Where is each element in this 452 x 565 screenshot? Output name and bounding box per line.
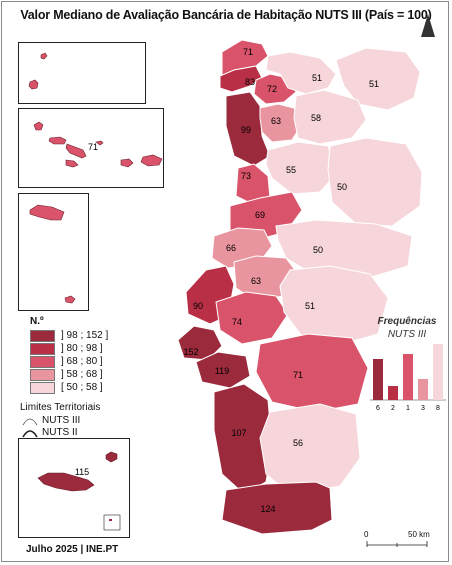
value-label: 71 <box>243 47 253 57</box>
legend-swatch <box>30 368 55 381</box>
value-label: 83 <box>245 77 255 87</box>
value-label: 63 <box>251 276 261 286</box>
frequency-count: 2 <box>391 405 395 412</box>
value-label: 90 <box>193 301 203 311</box>
region-beiras-serra-estrela <box>327 137 423 227</box>
frequency-count: 1 <box>406 405 410 412</box>
value-label: 107 <box>231 428 246 438</box>
value-label: 63 <box>271 116 281 126</box>
mainland-regions <box>177 39 423 535</box>
scale-end: 50 km <box>408 530 430 539</box>
value-label: 69 <box>255 210 265 220</box>
legend-label: ] 58 ; 68 ] <box>61 369 103 380</box>
frequency-bar <box>433 344 443 400</box>
frequency-bar <box>418 379 428 400</box>
frequency-title: Frequências <box>377 316 437 327</box>
azores-islands <box>28 52 163 304</box>
value-label: 152 <box>183 347 198 357</box>
scale-bar <box>366 541 428 547</box>
region-terras-tras-os-montes <box>335 47 421 111</box>
limits-nuts2: NUTS II <box>22 427 78 438</box>
region-leziria-tejo <box>215 291 289 345</box>
inset-azores-west <box>18 42 146 104</box>
map-title: Valor Mediano de Avaliação Bancária de H… <box>20 8 432 22</box>
value-label: 124 <box>260 504 275 514</box>
north-arrow-icon <box>421 14 435 37</box>
legend-class: ] 58 ; 68 ] <box>30 368 103 381</box>
value-label: 99 <box>241 125 251 135</box>
value-label: 50 <box>313 245 323 255</box>
frequency-count: 6 <box>376 405 380 412</box>
region-baixo-alentejo <box>259 403 361 495</box>
limits-nuts3-label: NUTS III <box>42 415 81 426</box>
frequency-subtitle: NUTS III <box>387 329 427 340</box>
legend-label: ] 80 ; 98 ] <box>61 343 103 354</box>
boundary-thick-icon <box>22 430 38 438</box>
value-label: 55 <box>286 165 296 175</box>
value-label: 73 <box>241 171 251 181</box>
region-alto-alentejo <box>279 265 389 345</box>
value-label: 56 <box>293 438 303 448</box>
limits-title: Limites Territoriais <box>20 402 101 413</box>
legend-label: [ 50 ; 58 ] <box>61 382 103 393</box>
value-label: 71 <box>293 370 303 380</box>
legend-class: ] 98 ; 152 ] <box>30 329 108 342</box>
legend-swatch <box>30 381 55 394</box>
value-label: 51 <box>312 73 322 83</box>
frequency-count: 8 <box>436 405 440 412</box>
limits-nuts3: NUTS III <box>22 415 80 426</box>
region-beira-baixa <box>275 219 413 279</box>
scale-start: 0 <box>364 530 369 539</box>
legend-label: ] 98 ; 152 ] <box>61 330 109 341</box>
legend-label: ] 68 ; 80 ] <box>61 356 103 367</box>
region-algarve <box>221 481 333 535</box>
region-peninsula-setubal <box>195 351 251 389</box>
region-alentejo-central <box>255 333 369 413</box>
legend-swatch <box>30 355 55 368</box>
region-viseu-dao-lafoes <box>265 141 339 195</box>
inset-azores-central <box>18 108 164 188</box>
limits-nuts2-label: NUTS II <box>42 427 78 438</box>
value-label: 74 <box>232 317 242 327</box>
value-label: 115 <box>75 467 89 477</box>
legend-class: ] 68 ; 80 ] <box>30 355 103 368</box>
value-label: 66 <box>226 243 236 253</box>
value-label: 50 <box>337 182 347 192</box>
boundary-thin-icon <box>22 418 38 426</box>
region-douro <box>293 89 367 145</box>
value-label: 72 <box>267 84 277 94</box>
value-label: 119 <box>215 366 229 376</box>
value-label: 51 <box>369 79 379 89</box>
frequency-chart: 6 2 1 3 8 <box>370 344 446 412</box>
region-grande-lisboa <box>177 325 223 361</box>
region-alentejo-litoral <box>213 383 273 495</box>
frequency-bar <box>373 359 383 400</box>
value-label: 71 <box>88 142 98 152</box>
value-label: 51 <box>305 301 315 311</box>
frequency-bar <box>403 354 413 400</box>
legend-swatch <box>30 342 55 355</box>
legend-swatch <box>30 329 55 342</box>
footer: Julho 2025 | INE.PT <box>26 544 119 555</box>
frequency-bar <box>388 386 398 400</box>
legend-class: ] 80 ; 98 ] <box>30 342 103 355</box>
madeira-islands <box>37 451 121 531</box>
legend-class: [ 50 ; 58 ] <box>30 381 103 394</box>
legend-title: N.º <box>30 316 44 327</box>
value-label: 58 <box>311 113 321 123</box>
region-value-labels: 71 83 72 51 51 99 63 58 73 55 50 69 66 5… <box>183 47 379 514</box>
region-tamega-sousa <box>259 103 303 143</box>
frequency-count: 3 <box>421 405 425 412</box>
